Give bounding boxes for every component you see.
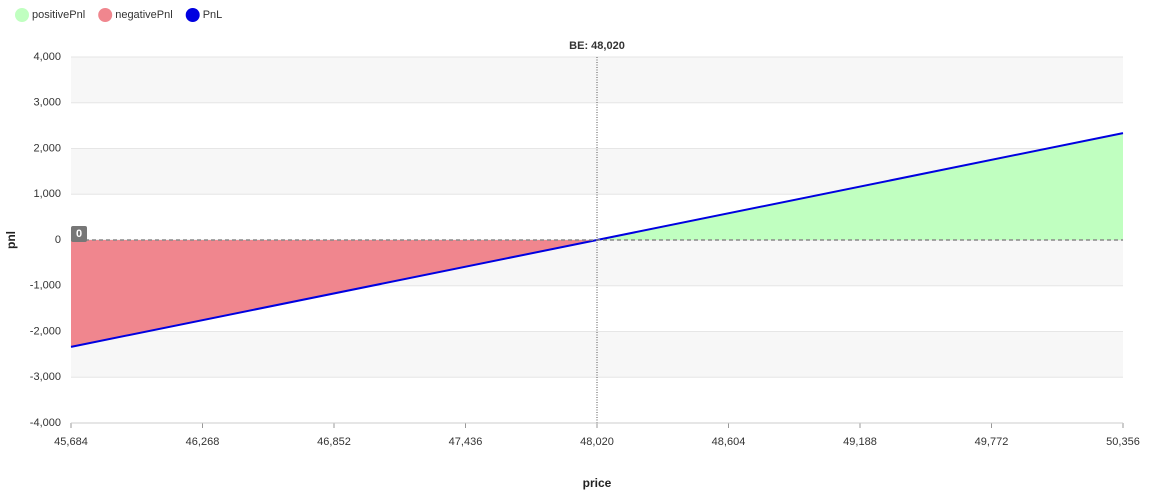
y-tick-label: -4,000 — [30, 417, 61, 429]
legend-label[interactable]: positivePnl — [32, 9, 85, 21]
y-tick-label: 0 — [55, 234, 61, 246]
y-tick-label: -3,000 — [30, 371, 61, 383]
legend-marker[interactable] — [15, 8, 29, 22]
legend-marker[interactable] — [185, 8, 200, 22]
x-tick-label: 49,772 — [975, 436, 1009, 448]
x-tick-label: 47,436 — [449, 436, 483, 448]
legend-label[interactable]: PnL — [203, 9, 223, 21]
y-tick-label: 1,000 — [33, 188, 61, 200]
y-tick-label: -2,000 — [30, 325, 61, 337]
x-axis-title: price — [583, 476, 612, 490]
legend-label[interactable]: negativePnl — [115, 9, 173, 21]
x-tick-label: 48,020 — [580, 436, 614, 448]
x-tick-label: 49,188 — [843, 436, 877, 448]
annotation-label: BE: 48,020 — [569, 40, 625, 52]
annotation-badge — [71, 226, 87, 242]
overlay: 0 BE: 48,020 — [70, 40, 1124, 423]
y-tick-label: 4,000 — [33, 51, 61, 63]
y-tick-label: 3,000 — [33, 97, 61, 109]
x-tick-label: 50,356 — [1106, 436, 1140, 448]
x-tick-label: 46,268 — [186, 436, 220, 448]
y-tick-label: 2,000 — [33, 142, 61, 154]
y-tick-label: -1,000 — [30, 280, 61, 292]
x-tick-label: 45,684 — [54, 436, 88, 448]
x-tick-label: 46,852 — [317, 436, 351, 448]
annotation-label: 0 — [76, 228, 82, 240]
x-tick-label: 48,604 — [712, 436, 746, 448]
legend-marker[interactable] — [98, 8, 113, 22]
y-axis-title: pnl — [4, 231, 18, 249]
